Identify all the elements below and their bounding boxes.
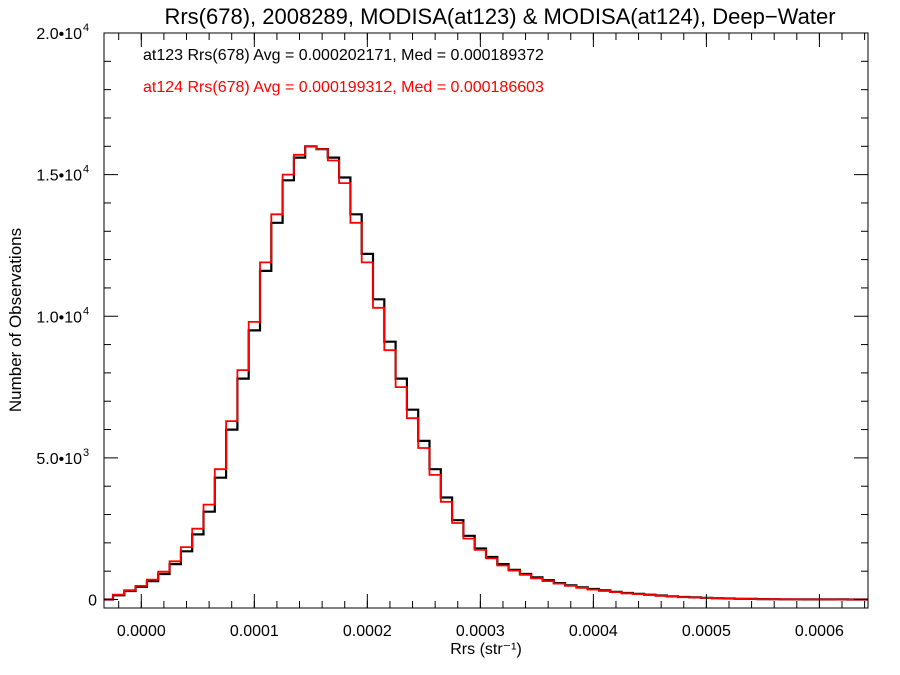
x-tick-label: 0.0001 (230, 623, 279, 640)
y-tick-exponent: 4 (83, 22, 89, 34)
stats-annotation-at124: at124 Rrs(678) Avg = 0.000199312, Med = … (143, 79, 544, 96)
y-tick-label: 0 (88, 593, 97, 610)
plot-frame (103, 32, 869, 609)
x-tick-label: 0.0004 (569, 623, 618, 640)
stats-annotation-at123: at123 Rrs(678) Avg = 0.000202171, Med = … (143, 47, 544, 64)
x-tick-label: 0.0005 (682, 623, 731, 640)
chart-title: Rrs(678), 2008289, MODISA(at123) & MODIS… (164, 4, 835, 29)
y-axis-label: Number of Observations (6, 228, 25, 412)
y-tick-label: 1.0•10 (36, 309, 82, 326)
y-tick-exponent: 4 (83, 305, 89, 317)
y-tick-label: 2.0•10 (36, 26, 82, 43)
y-tick-exponent: 3 (83, 447, 89, 459)
x-tick-label: 0.0000 (117, 623, 166, 640)
series-line-0 (104, 145, 868, 601)
plot-area: 0.0000 0.0001 0.0002 0.0003 0.0004 0.0005 0.00… (36, 22, 869, 640)
y-tick-label: 1.5•10 (36, 168, 82, 185)
x-tick-label: 0.0006 (795, 623, 844, 640)
y-tick-exponent: 4 (83, 164, 89, 176)
series-line-1 (104, 145, 868, 601)
x-axis-label: Rrs (str⁻¹) (450, 641, 522, 658)
x-tick-label: 0.0003 (456, 623, 505, 640)
x-tick-label: 0.0002 (343, 623, 392, 640)
y-tick-label: 5.0•10 (36, 451, 82, 468)
